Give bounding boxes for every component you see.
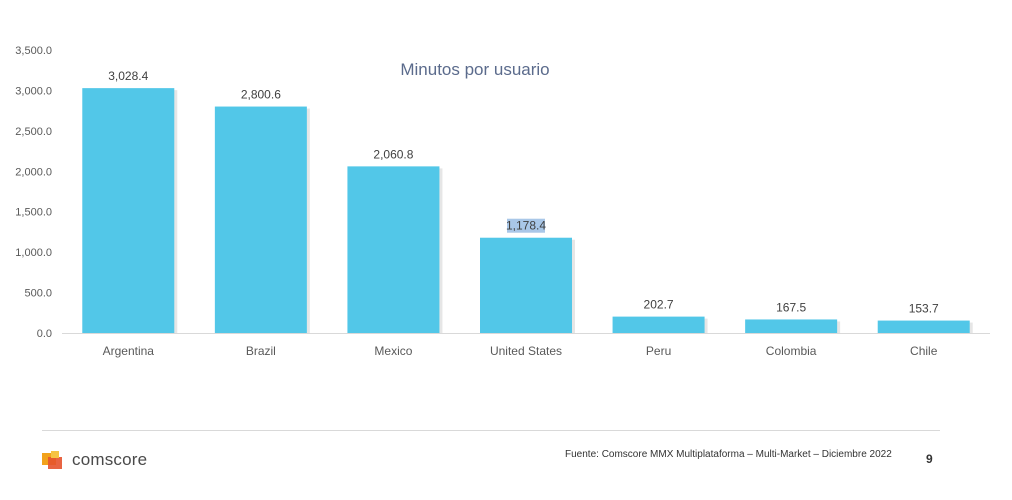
bars: 3,028.4 2,800.6 2,060.8 1,178.4 202.7 167.5 15… (82, 69, 973, 333)
bar (877, 320, 970, 333)
x-tick-label: Peru (646, 344, 671, 358)
bar (480, 237, 572, 333)
x-axis: Argentina Brazil Mexico United States Peru Co… (62, 333, 990, 358)
y-axis: 0.0 500.0 1,000.0 1,500.0 2,000.0 2,500.0 3,00… (15, 45, 52, 340)
comscore-logo-icon (42, 451, 66, 469)
x-tick-label: Chile (910, 344, 938, 358)
bar-chart: Minutos por usuario 0.0 500.0 1,000.0 1,500… (15, 45, 990, 358)
x-tick-label: Argentina (103, 344, 155, 358)
bar (82, 88, 175, 333)
source-note: Fuente: Comscore MMX Multiplataforma – M… (565, 449, 892, 460)
data-label: 2,800.6 (241, 88, 281, 102)
page-number: 9 (926, 452, 933, 466)
x-tick-label: Mexico (374, 344, 412, 358)
comscore-logo: comscore (42, 450, 147, 470)
y-tick-label: 3,500.0 (15, 45, 52, 57)
data-label: 202.7 (644, 298, 674, 312)
data-label: 153.7 (909, 302, 939, 316)
y-tick-label: 500.0 (24, 288, 52, 300)
y-tick-label: 1,000.0 (15, 247, 52, 259)
data-label: 2,060.8 (373, 147, 413, 161)
data-label: 167.5 (776, 300, 806, 314)
brand-name: comscore (72, 450, 148, 469)
x-tick-label: Colombia (766, 344, 817, 358)
y-tick-label: 2,500.0 (15, 126, 52, 138)
y-tick-label: 2,000.0 (15, 166, 52, 178)
y-tick-label: 0.0 (37, 328, 52, 340)
bar (612, 316, 705, 333)
y-tick-label: 1,500.0 (15, 207, 52, 219)
y-tick-label: 3,000.0 (15, 85, 52, 97)
x-tick-label: Brazil (246, 344, 276, 358)
footer-divider (42, 430, 940, 431)
data-label: 3,028.4 (108, 69, 148, 83)
bar (745, 319, 838, 333)
bar (347, 166, 440, 333)
data-label-highlight (507, 218, 545, 233)
data-label: 1,178.4 (506, 219, 546, 233)
bar (214, 106, 307, 333)
chart-title: Minutos por usuario (400, 60, 549, 79)
x-tick-label: United States (490, 344, 562, 358)
